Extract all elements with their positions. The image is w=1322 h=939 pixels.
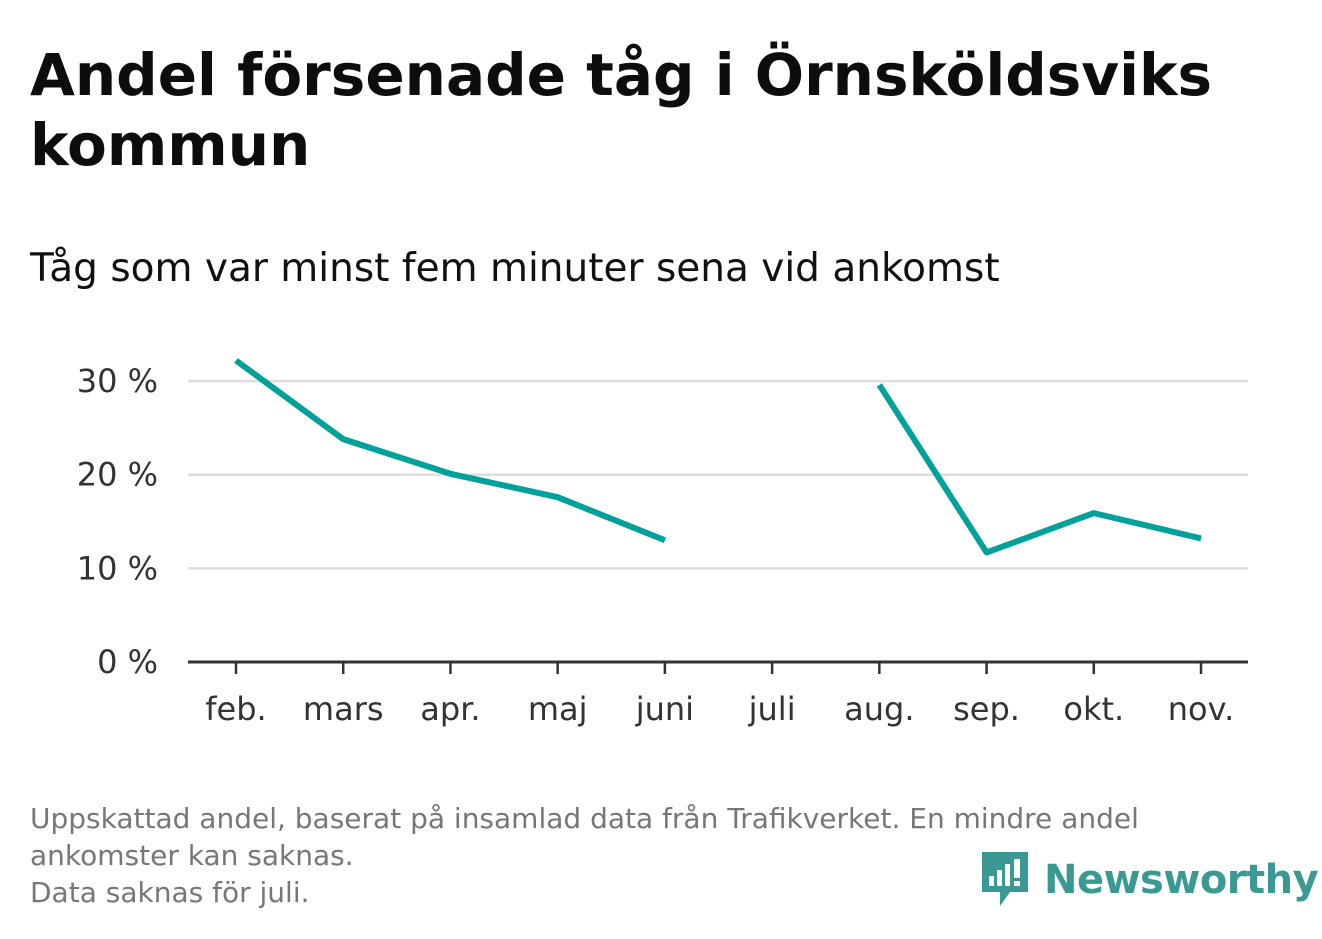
footnote: Uppskattad andel, baserat på insamlad da…	[30, 800, 1290, 911]
x-tick-label: juni	[635, 690, 694, 728]
series-line	[234, 358, 667, 544]
x-tick-label: feb.	[205, 690, 266, 728]
x-axis-labels: feb. mars apr. maj juni juli aug. sep. okt. nov.	[205, 690, 1234, 728]
y-axis-labels: 0 % 10 % 20 % 30 %	[77, 362, 158, 681]
x-tick-label: maj	[528, 690, 588, 728]
logo-text: Newsworthy	[1044, 857, 1319, 903]
chart-subtitle: Tåg som var minst fem minuter sena vid a…	[30, 246, 1000, 291]
y-tick-label: 30 %	[77, 362, 158, 400]
y-tick-label: 10 %	[77, 549, 158, 587]
newsworthy-logo: Newsworthy	[980, 850, 1319, 910]
footnote-missing-data: Data saknas för juli.	[30, 876, 310, 909]
y-tick-label: 0 %	[97, 643, 158, 681]
y-tick-label: 20 %	[77, 456, 158, 494]
x-tick-label: aug.	[844, 690, 914, 728]
footnote-source: Uppskattad andel, baserat på insamlad da…	[30, 802, 1139, 872]
chart-title: Andel försenade tåg i Örnsköldsviks komm…	[30, 41, 1213, 179]
x-tick-label: apr.	[420, 690, 480, 728]
x-tick-label: nov.	[1168, 690, 1234, 728]
newsworthy-logo-icon	[982, 852, 1028, 906]
x-tick-label: sep.	[953, 690, 1020, 728]
series-lines	[234, 358, 1202, 556]
x-tick-label: okt.	[1063, 690, 1124, 728]
x-axis	[188, 660, 1248, 674]
line-chart: 0 % 10 % 20 % 30 % feb. mars apr. maj juni juli a…	[77, 358, 1248, 728]
x-tick-label: mars	[303, 690, 384, 728]
x-tick-label: juli	[748, 690, 796, 728]
gridlines	[188, 379, 1248, 570]
series-line	[876, 383, 1202, 556]
